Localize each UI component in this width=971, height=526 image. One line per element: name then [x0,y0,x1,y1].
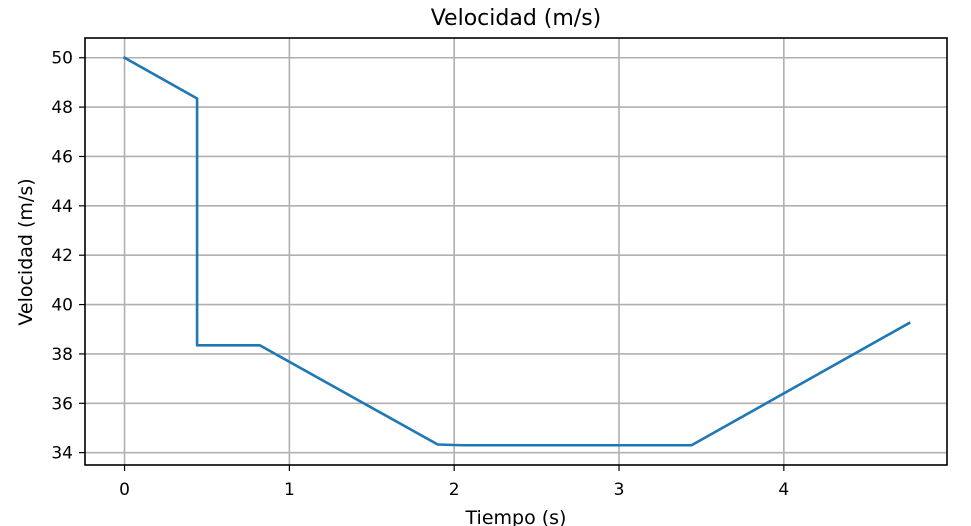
velocity-line [122,55,911,447]
y-axis-label: Velocidad (m/s) [15,178,37,325]
y-tick-label: 44 [51,197,73,217]
grid [85,38,947,465]
y-tick-label: 48 [51,98,73,118]
series-layer [122,55,911,447]
y-tick-label: 36 [51,394,73,414]
x-tick-label: 3 [614,480,625,500]
y-tick-label: 34 [51,444,73,464]
x-axis-label: Tiempo (s) [465,507,567,526]
chart-title: Velocidad (m/s) [431,6,602,31]
y-tick-label: 38 [51,345,73,365]
y-tick-label: 46 [51,147,73,167]
x-tick-label: 0 [119,480,130,500]
y-tick-label: 50 [51,49,73,69]
plot-frame [84,37,948,466]
x-tick-label: 2 [449,480,460,500]
x-tick-label: 4 [778,480,789,500]
y-tick-label: 42 [51,246,73,266]
x-tick-label: 1 [284,480,295,500]
y-tick-label: 40 [51,296,73,316]
